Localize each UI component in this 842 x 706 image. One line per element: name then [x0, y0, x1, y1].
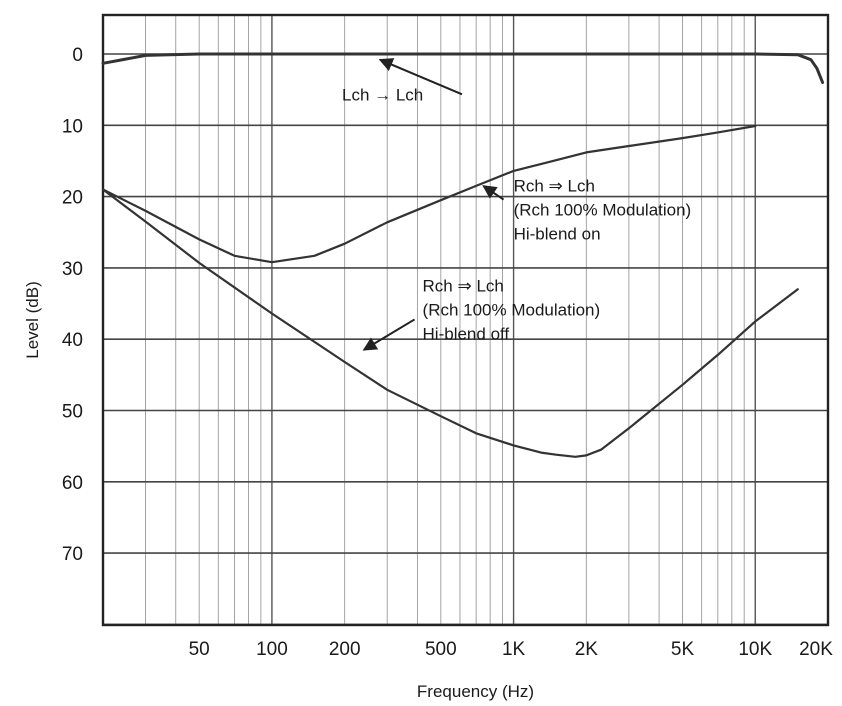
- annotation-line: Rch ⇒ Lch: [423, 276, 504, 295]
- x-tick-label: 20K: [799, 639, 833, 660]
- series-line-3: [103, 190, 798, 457]
- annotation-arrow-2: [483, 186, 503, 200]
- annotation-arrow-3: [364, 319, 415, 349]
- x-tick-label: 50: [189, 639, 210, 660]
- grid: [103, 15, 828, 625]
- x-axis: 50 100 200 500 1K 2K 5K 10K 20K: [189, 639, 834, 660]
- annotation-line: Rch ⇒ Lch: [514, 177, 595, 196]
- y-tick-label: 50: [62, 402, 83, 423]
- x-tick-label: 1K: [502, 639, 526, 660]
- annotation-3: Rch ⇒ Lch (Rch 100% Modulation) Hi-blend o…: [423, 276, 601, 343]
- annotation-line: Lch → Lch: [342, 85, 423, 104]
- annotation-group: Lch → Lch Rch ⇒ Lch (Rch 100% Modulation) H…: [342, 60, 691, 350]
- x-tick-label: 200: [329, 639, 361, 660]
- y-axis-title: Level (dB): [23, 281, 42, 358]
- y-tick-label: 20: [62, 188, 83, 209]
- x-axis-title: Frequency (Hz): [417, 682, 534, 701]
- annotation-line: (Rch 100% Modulation): [423, 300, 601, 319]
- annotation-line: Hi-blend on: [514, 225, 601, 244]
- y-tick-label: 60: [62, 473, 83, 494]
- series-line-2: [103, 126, 755, 262]
- y-tick-label: 10: [62, 116, 83, 137]
- y-tick-label: 0: [72, 45, 83, 66]
- plot-frame: [103, 15, 828, 625]
- x-tick-label: 2K: [575, 639, 599, 660]
- plot-border: [103, 15, 828, 625]
- x-tick-label: 5K: [671, 639, 695, 660]
- annotation-1: Lch → Lch: [342, 85, 423, 104]
- y-tick-label: 70: [62, 544, 83, 565]
- x-tick-label: 500: [425, 639, 457, 660]
- y-tick-label: 40: [62, 330, 83, 351]
- y-tick-label: 30: [62, 259, 83, 280]
- x-tick-label: 100: [256, 639, 288, 660]
- annotation-line: (Rch 100% Modulation): [514, 201, 692, 220]
- series-line-1: [103, 54, 823, 83]
- annotation-line: Hi-blend off: [423, 324, 510, 343]
- x-tick-label: 10K: [738, 639, 772, 660]
- y-axis: 0 10 20 30 40 50 60 70: [62, 45, 83, 565]
- series-group: [103, 54, 823, 457]
- annotation-2: Rch ⇒ Lch (Rch 100% Modulation) Hi-blend o…: [514, 177, 692, 244]
